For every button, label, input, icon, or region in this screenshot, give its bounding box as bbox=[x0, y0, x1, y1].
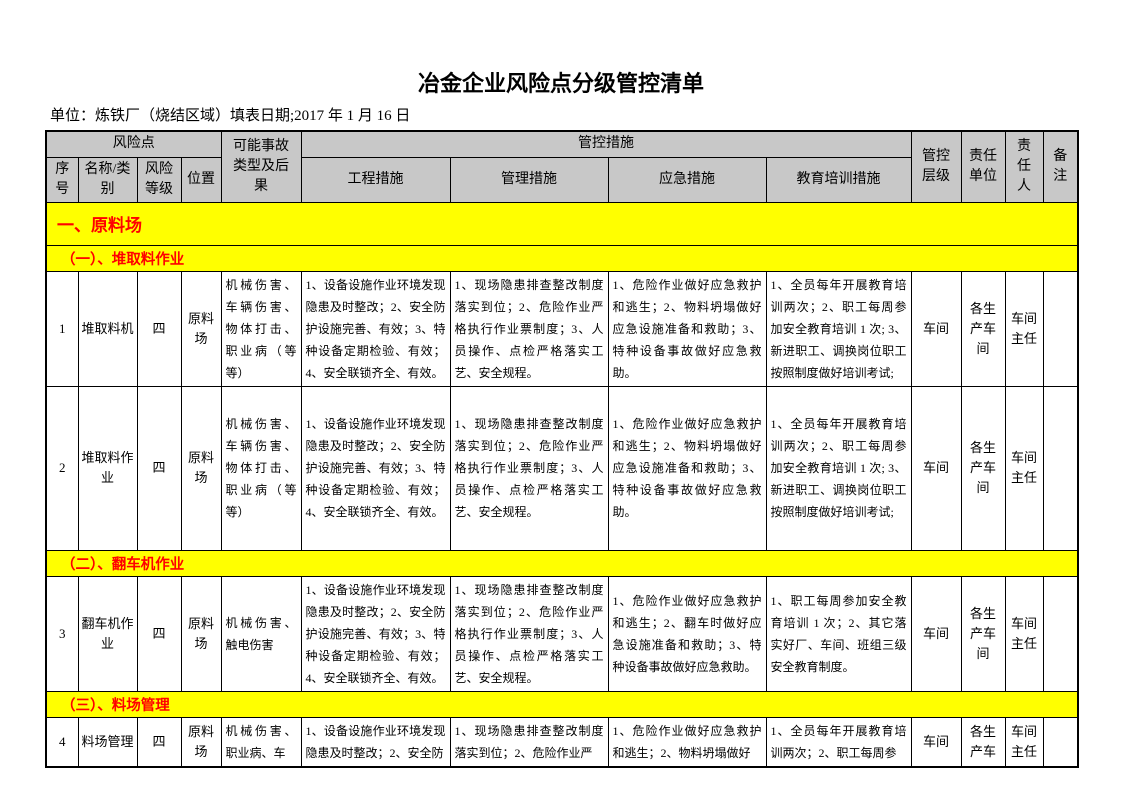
cell-accident: 机械伤害、车辆伤害、物体打击、职业病（等等） bbox=[220, 385, 302, 551]
header-no: 序号 bbox=[45, 156, 79, 203]
cell-name: 堆取料机 bbox=[77, 270, 138, 387]
header-engineering-measures: 工程措施 bbox=[300, 156, 451, 203]
header-risk-point-group: 风险点 bbox=[45, 130, 222, 158]
cell-management: 1、现场隐患排查整改制度落实到位；2、危险作业严 bbox=[449, 716, 609, 767]
cell-no: 2 bbox=[45, 385, 79, 551]
data-row-2: 2 堆取料作业 四 原料场 机械伤害、车辆伤害、物体打击、职业病（等等） 1、设… bbox=[45, 385, 1079, 551]
cell-accident: 机械伤害、职业病、车 bbox=[220, 716, 302, 767]
cell-management: 1、现场隐患排查整改制度落实到位；2、危险作业严格执行作业票制度；3、人员操作、… bbox=[449, 575, 609, 692]
cell-remark bbox=[1042, 716, 1079, 767]
clipped-text: 1、全员每年开展教育培训两次；2、职工每周参 bbox=[770, 723, 907, 760]
cell-education: 1、全员每年开展教育培训两次；2、职工每周参加安全教育培训 1 次; 3、新进职… bbox=[765, 385, 912, 551]
clipped-text: 1、危险作业做好应急救护和逃生；2、物料坍塌做好 bbox=[612, 723, 762, 760]
cell-person: 车间主任 bbox=[1004, 385, 1044, 551]
cell-unit: 各生产车间 bbox=[960, 385, 1006, 551]
header-responsible-unit: 责任单位 bbox=[960, 130, 1006, 203]
header-risk-level: 风险等级 bbox=[136, 156, 182, 203]
unit-and-date-line: 单位：炼铁厂（烧结区域）填表日期;2017 年 1 月 16 日 bbox=[50, 108, 411, 124]
subsection-title: （三）、料场管理 bbox=[45, 690, 1079, 718]
subsection-stacking-reclaiming: （一）、堆取料作业 bbox=[45, 244, 1079, 272]
cell-engineering: 1、设备设施作业环境发现隐患及时整改；2、安全防护设施完善、有效；3、特种设备定… bbox=[300, 270, 451, 387]
header-remark: 备注 bbox=[1042, 130, 1079, 203]
cell-management: 1、现场隐患排查整改制度落实到位；2、危险作业严格执行作业票制度；3、人员操作、… bbox=[449, 385, 609, 551]
header-emergency-measures: 应急措施 bbox=[607, 156, 767, 203]
cell-no: 4 bbox=[45, 716, 79, 767]
cell-person: 车间主任 bbox=[1004, 716, 1044, 767]
header-row-columns: 序号 名称/类别 风险等级 位置 工程措施 管理措施 应急措施 教育培训措施 bbox=[45, 156, 1078, 203]
cell-accident: 机械伤害、触电伤害 bbox=[220, 575, 302, 692]
cell-education: 1、职工每周参加安全教育培训 1 次；2、其它落实好厂、车间、班组三级安全教育制… bbox=[765, 575, 912, 692]
data-row-3: 3 翻车机作业 四 原料场 机械伤害、触电伤害 1、设备设施作业环境发现隐患及时… bbox=[45, 575, 1079, 692]
cell-risk-level: 四 bbox=[136, 270, 182, 387]
cell-name: 料场管理 bbox=[77, 716, 138, 767]
cell-unit: 各生产车 bbox=[960, 716, 1006, 767]
subsection-car-dumper: （二）、翻车机作业 bbox=[45, 549, 1079, 577]
cell-education: 1、全员每年开展教育培训两次；2、职工每周参 bbox=[765, 716, 912, 767]
clipped-text: 1、设备设施作业环境发现隐患及时整改；2、安全防 bbox=[305, 723, 446, 760]
clipped-text: 机械伤害、职业病、车 bbox=[225, 723, 297, 760]
cell-education: 1、全员每年开展教育培训两次；2、职工每周参加安全教育培训 1 次; 3、新进职… bbox=[765, 270, 912, 387]
cell-engineering: 1、设备设施作业环境发现隐患及时整改；2、安全防 bbox=[300, 716, 451, 767]
cell-emergency: 1、危险作业做好应急救护和逃生；2、翻车时做好应急设施准备和救助；3、特种设备事… bbox=[607, 575, 767, 692]
cell-name: 堆取料作业 bbox=[77, 385, 138, 551]
subsection-title: （二）、翻车机作业 bbox=[45, 549, 1079, 577]
page-title: 冶金企业风险点分级管控清单 bbox=[417, 71, 704, 96]
cell-location: 原料场 bbox=[180, 270, 222, 387]
cell-location: 原料场 bbox=[180, 716, 222, 767]
header-row-groups: 风险点 可能事故类型及后果 管控措施 管控层级 责任单位 责任人 备注 bbox=[45, 130, 1079, 203]
header-accident-type: 可能事故类型及后果 bbox=[220, 130, 302, 203]
cell-emergency: 1、危险作业做好应急救护和逃生；2、物料坍塌做好应急设施准备和救助；3、特种设备… bbox=[607, 270, 767, 387]
cell-location: 原料场 bbox=[180, 575, 222, 692]
cell-tier: 车间 bbox=[910, 716, 962, 767]
cell-risk-level: 四 bbox=[136, 385, 182, 551]
cell-tier: 车间 bbox=[910, 385, 962, 551]
subsection-title: （一）、堆取料作业 bbox=[45, 244, 1079, 272]
cell-emergency: 1、危险作业做好应急救护和逃生；2、物料坍塌做好应急设施准备和救助；3、特种设备… bbox=[607, 385, 767, 551]
risk-control-table: 风险点 可能事故类型及后果 管控措施 管控层级 责任单位 责任人 备注 序号 名… bbox=[45, 130, 1079, 768]
cell-engineering: 1、设备设施作业环境发现隐患及时整改；2、安全防护设施完善、有效；3、特种设备定… bbox=[300, 575, 451, 692]
cell-management: 1、现场隐患排查整改制度落实到位；2、危险作业严格执行作业票制度；3、人员操作、… bbox=[449, 270, 609, 387]
cell-engineering: 1、设备设施作业环境发现隐患及时整改；2、安全防护设施完善、有效；3、特种设备定… bbox=[300, 385, 451, 551]
header-responsible-person: 责任人 bbox=[1004, 130, 1044, 203]
header-location: 位置 bbox=[180, 156, 222, 203]
header-management-measures: 管理措施 bbox=[449, 156, 609, 203]
header-education-measures: 教育培训措施 bbox=[765, 156, 912, 203]
subsection-yard-management: （三）、料场管理 bbox=[45, 690, 1079, 718]
data-row-4: 4 料场管理 四 原料场 机械伤害、职业病、车 1、设备设施作业环境发现隐患及时… bbox=[45, 716, 1079, 767]
cell-remark bbox=[1042, 270, 1079, 387]
cell-name: 翻车机作业 bbox=[77, 575, 138, 692]
cell-person: 车间主任 bbox=[1004, 270, 1044, 387]
cell-risk-level: 四 bbox=[136, 575, 182, 692]
section-title: 一、原料场 bbox=[45, 201, 1079, 246]
cell-no: 1 bbox=[45, 270, 79, 387]
header-name-category: 名称/类别 bbox=[77, 156, 138, 203]
cell-accident: 机械伤害、车辆伤害、物体打击、职业病（等等） bbox=[220, 270, 302, 387]
cell-person: 车间主任 bbox=[1004, 575, 1044, 692]
section-raw-material-yard: 一、原料场 bbox=[45, 201, 1079, 246]
cell-remark bbox=[1042, 575, 1079, 692]
cell-risk-level: 四 bbox=[136, 716, 182, 767]
header-measures-group: 管控措施 bbox=[300, 130, 912, 158]
clipped-text: 1、现场隐患排查整改制度落实到位；2、危险作业严 bbox=[454, 723, 604, 760]
cell-tier: 车间 bbox=[910, 270, 962, 387]
cell-unit: 各生产车间 bbox=[960, 270, 1006, 387]
data-row-1: 1 堆取料机 四 原料场 机械伤害、车辆伤害、物体打击、职业病（等等） 1、设备… bbox=[45, 270, 1079, 387]
cell-location: 原料场 bbox=[180, 385, 222, 551]
cell-tier: 车间 bbox=[910, 575, 962, 692]
cell-remark bbox=[1042, 385, 1079, 551]
cell-emergency: 1、危险作业做好应急救护和逃生；2、物料坍塌做好 bbox=[607, 716, 767, 767]
cell-unit: 各生产车间 bbox=[960, 575, 1006, 692]
cell-no: 3 bbox=[45, 575, 79, 692]
header-control-tier: 管控层级 bbox=[910, 130, 962, 203]
